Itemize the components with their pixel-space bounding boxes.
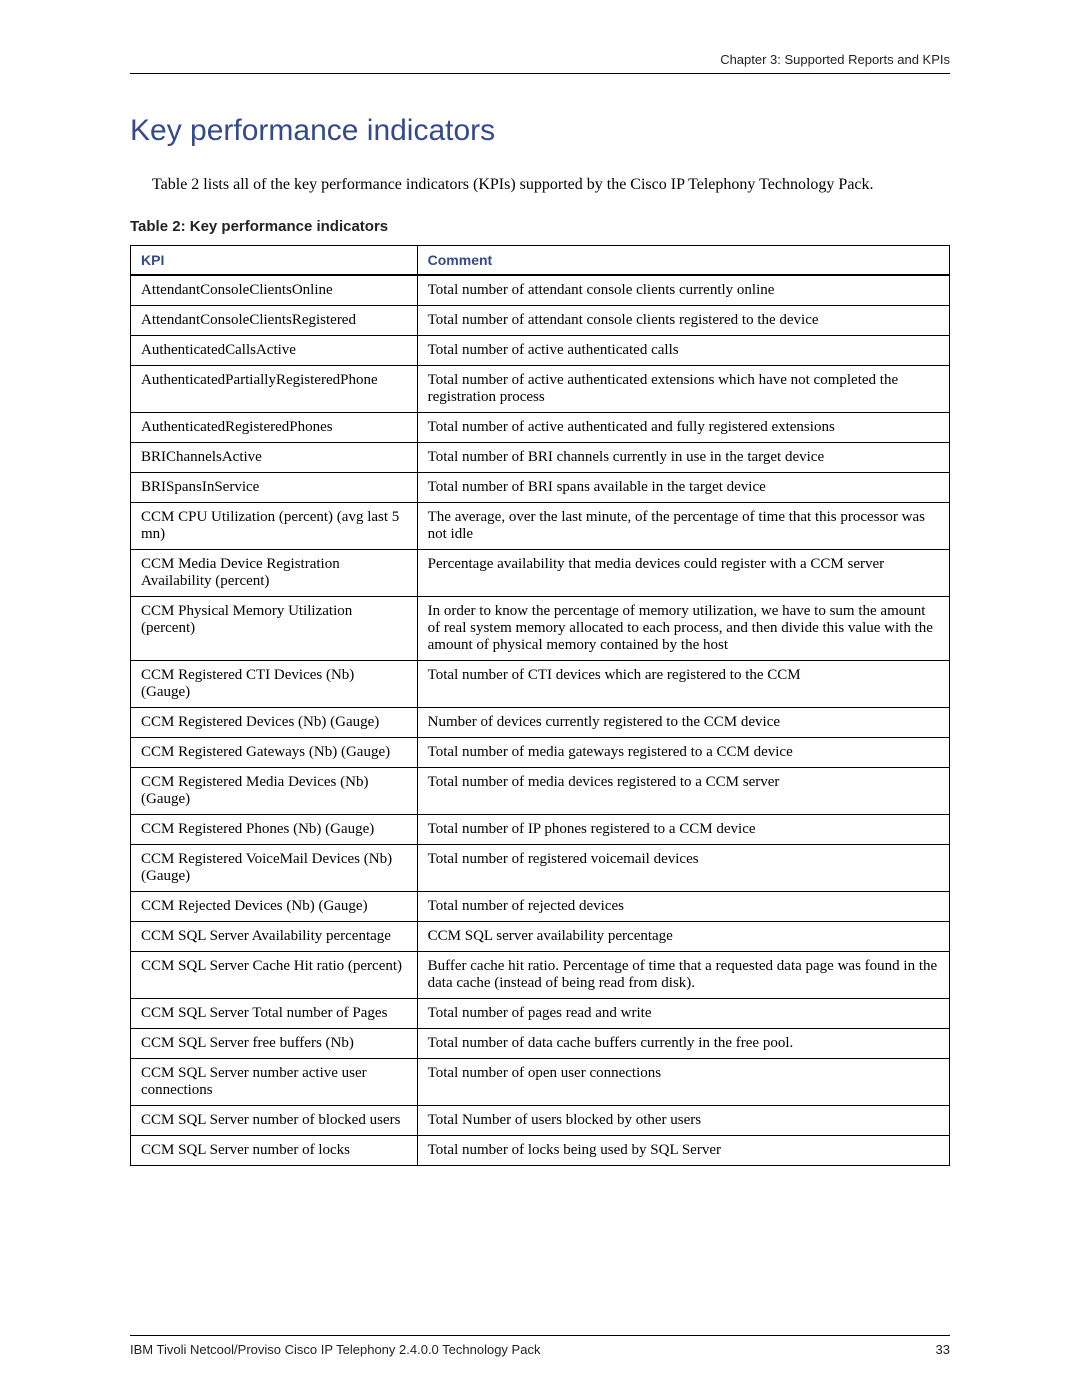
kpi-name-cell: CCM SQL Server Cache Hit ratio (percent) [131, 952, 418, 999]
kpi-name-cell: AttendantConsoleClientsRegistered [131, 306, 418, 336]
kpi-comment-cell: Total number of open user connections [417, 1059, 949, 1106]
document-page: Chapter 3: Supported Reports and KPIs Ke… [0, 0, 1080, 1397]
table-row: CCM SQL Server Availability percentageCC… [131, 922, 950, 952]
table-row: CCM Media Device Registration Availabili… [131, 550, 950, 597]
kpi-comment-cell: Total number of media gateways registere… [417, 738, 949, 768]
kpi-name-cell: CCM SQL Server Total number of Pages [131, 999, 418, 1029]
table-row: CCM Registered Phones (Nb) (Gauge)Total … [131, 815, 950, 845]
kpi-table-body: AttendantConsoleClientsOnlineTotal numbe… [131, 275, 950, 1166]
kpi-comment-cell: In order to know the percentage of memor… [417, 597, 949, 661]
kpi-comment-cell: Total number of active authenticated cal… [417, 336, 949, 366]
kpi-name-cell: CCM SQL Server Availability percentage [131, 922, 418, 952]
table-row: CCM CPU Utilization (percent) (avg last … [131, 503, 950, 550]
table-row: CCM Registered VoiceMail Devices (Nb) (G… [131, 845, 950, 892]
kpi-name-cell: CCM Rejected Devices (Nb) (Gauge) [131, 892, 418, 922]
kpi-name-cell: AttendantConsoleClientsOnline [131, 275, 418, 306]
kpi-name-cell: CCM Registered VoiceMail Devices (Nb) (G… [131, 845, 418, 892]
table-row: AttendantConsoleClientsOnlineTotal numbe… [131, 275, 950, 306]
table-row: CCM Registered Gateways (Nb) (Gauge)Tota… [131, 738, 950, 768]
kpi-comment-cell: Total number of media devices registered… [417, 768, 949, 815]
kpi-name-cell: BRIChannelsActive [131, 443, 418, 473]
kpi-comment-cell: CCM SQL server availability percentage [417, 922, 949, 952]
kpi-comment-cell: Total number of pages read and write [417, 999, 949, 1029]
chapter-header: Chapter 3: Supported Reports and KPIs [130, 52, 950, 74]
table-row: CCM SQL Server number active user connec… [131, 1059, 950, 1106]
kpi-name-cell: AuthenticatedCallsActive [131, 336, 418, 366]
table-row: AuthenticatedCallsActiveTotal number of … [131, 336, 950, 366]
kpi-name-cell: AuthenticatedPartiallyRegisteredPhone [131, 366, 418, 413]
kpi-name-cell: CCM Registered Gateways (Nb) (Gauge) [131, 738, 418, 768]
column-header-comment: Comment [417, 246, 949, 276]
page-number: 33 [936, 1342, 950, 1357]
kpi-name-cell: CCM Registered CTI Devices (Nb) (Gauge) [131, 661, 418, 708]
table-row: AttendantConsoleClientsRegisteredTotal n… [131, 306, 950, 336]
page-footer: IBM Tivoli Netcool/Proviso Cisco IP Tele… [130, 1335, 950, 1357]
table-row: CCM SQL Server number of blocked usersTo… [131, 1106, 950, 1136]
kpi-name-cell: CCM Registered Devices (Nb) (Gauge) [131, 708, 418, 738]
table-row: CCM Registered Devices (Nb) (Gauge)Numbe… [131, 708, 950, 738]
table-row: AuthenticatedPartiallyRegisteredPhoneTot… [131, 366, 950, 413]
kpi-comment-cell: Total number of CTI devices which are re… [417, 661, 949, 708]
table-row: BRISpansInServiceTotal number of BRI spa… [131, 473, 950, 503]
kpi-name-cell: CCM SQL Server number of blocked users [131, 1106, 418, 1136]
kpi-comment-cell: Total Number of users blocked by other u… [417, 1106, 949, 1136]
kpi-comment-cell: Total number of locks being used by SQL … [417, 1136, 949, 1166]
table-header-row: KPI Comment [131, 246, 950, 276]
kpi-comment-cell: Total number of registered voicemail dev… [417, 845, 949, 892]
kpi-name-cell: AuthenticatedRegisteredPhones [131, 413, 418, 443]
kpi-name-cell: CCM SQL Server free buffers (Nb) [131, 1029, 418, 1059]
table-row: CCM Rejected Devices (Nb) (Gauge)Total n… [131, 892, 950, 922]
table-row: CCM SQL Server number of locksTotal numb… [131, 1136, 950, 1166]
kpi-comment-cell: Total number of data cache buffers curre… [417, 1029, 949, 1059]
kpi-comment-cell: Total number of attendant console client… [417, 306, 949, 336]
kpi-comment-cell: Total number of active authenticated and… [417, 413, 949, 443]
kpi-name-cell: CCM SQL Server number active user connec… [131, 1059, 418, 1106]
table-caption: Table 2: Key performance indicators [130, 218, 950, 235]
section-intro: Table 2 lists all of the key performance… [152, 176, 950, 194]
kpi-comment-cell: Total number of active authenticated ext… [417, 366, 949, 413]
kpi-comment-cell: The average, over the last minute, of th… [417, 503, 949, 550]
table-row: CCM Registered CTI Devices (Nb) (Gauge)T… [131, 661, 950, 708]
kpi-comment-cell: Number of devices currently registered t… [417, 708, 949, 738]
kpi-comment-cell: Total number of rejected devices [417, 892, 949, 922]
kpi-comment-cell: Percentage availability that media devic… [417, 550, 949, 597]
table-row: CCM Registered Media Devices (Nb) (Gauge… [131, 768, 950, 815]
kpi-name-cell: CCM SQL Server number of locks [131, 1136, 418, 1166]
kpi-name-cell: CCM CPU Utilization (percent) (avg last … [131, 503, 418, 550]
kpi-name-cell: CCM Media Device Registration Availabili… [131, 550, 418, 597]
kpi-comment-cell: Total number of attendant console client… [417, 275, 949, 306]
table-row: BRIChannelsActiveTotal number of BRI cha… [131, 443, 950, 473]
footer-text: IBM Tivoli Netcool/Proviso Cisco IP Tele… [130, 1342, 540, 1357]
kpi-table: KPI Comment AttendantConsoleClientsOnlin… [130, 245, 950, 1166]
table-row: CCM SQL Server free buffers (Nb)Total nu… [131, 1029, 950, 1059]
kpi-name-cell: CCM Registered Media Devices (Nb) (Gauge… [131, 768, 418, 815]
kpi-comment-cell: Total number of BRI spans available in t… [417, 473, 949, 503]
table-row: CCM SQL Server Cache Hit ratio (percent)… [131, 952, 950, 999]
table-row: CCM Physical Memory Utilization (percent… [131, 597, 950, 661]
kpi-comment-cell: Total number of IP phones registered to … [417, 815, 949, 845]
kpi-comment-cell: Buffer cache hit ratio. Percentage of ti… [417, 952, 949, 999]
column-header-kpi: KPI [131, 246, 418, 276]
kpi-name-cell: CCM Registered Phones (Nb) (Gauge) [131, 815, 418, 845]
table-row: CCM SQL Server Total number of PagesTota… [131, 999, 950, 1029]
kpi-name-cell: CCM Physical Memory Utilization (percent… [131, 597, 418, 661]
section-title: Key performance indicators [130, 114, 950, 148]
kpi-name-cell: BRISpansInService [131, 473, 418, 503]
kpi-comment-cell: Total number of BRI channels currently i… [417, 443, 949, 473]
table-row: AuthenticatedRegisteredPhonesTotal numbe… [131, 413, 950, 443]
